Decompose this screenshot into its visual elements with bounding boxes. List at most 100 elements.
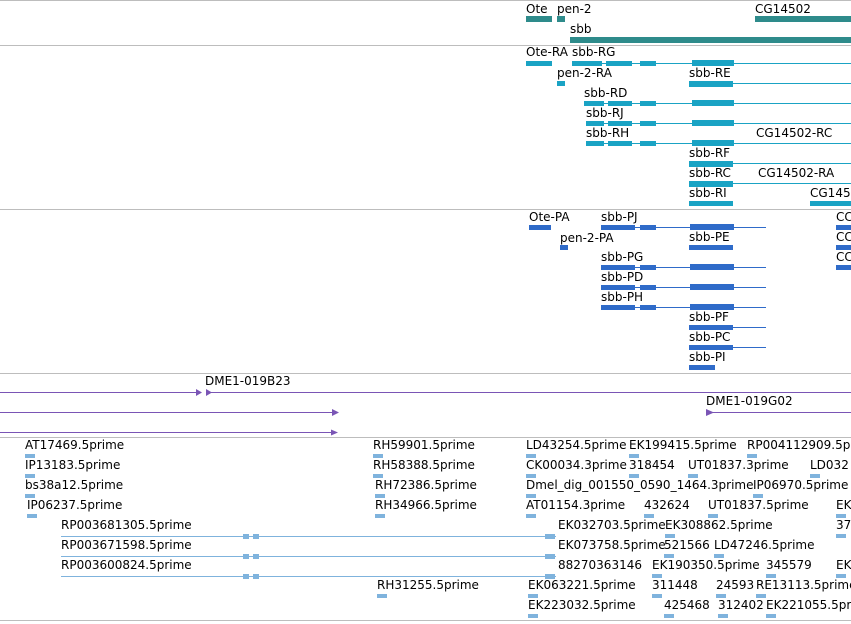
transcript-feature[interactable]	[689, 201, 733, 206]
protein-feature[interactable]	[836, 265, 851, 270]
est-label: 311448	[652, 578, 698, 592]
est-feature[interactable]	[766, 574, 776, 578]
protein-feature[interactable]	[689, 365, 715, 370]
est-label: 425468	[664, 598, 710, 612]
transcript-label: sbb-RJ	[586, 106, 624, 120]
est-label: 345579	[766, 558, 812, 572]
est-feature[interactable]	[810, 474, 820, 478]
transcript-feature[interactable]	[586, 140, 851, 146]
gene-label: pen-2	[557, 2, 592, 16]
est-feature[interactable]	[718, 614, 728, 618]
est-feature[interactable]	[756, 594, 766, 598]
transcript-label: Ote-RA	[526, 45, 569, 59]
est-feature[interactable]	[766, 614, 776, 618]
transcript-feature[interactable]	[689, 181, 851, 187]
est-feature[interactable]	[25, 454, 35, 458]
protein-feature[interactable]	[689, 245, 733, 250]
transcript-track: Ote-RA sbb-RG pen-2-RA sbb-RE sbb-RD sbb…	[526, 45, 851, 206]
est-feature[interactable]	[753, 494, 763, 498]
protein-feature[interactable]	[601, 304, 766, 310]
est-feature[interactable]	[526, 454, 536, 458]
est-feature[interactable]	[708, 514, 718, 518]
transcript-feature[interactable]	[689, 161, 851, 167]
est-feature[interactable]	[664, 554, 674, 558]
est-label: 312402	[718, 598, 764, 612]
protein-feature[interactable]	[529, 225, 551, 230]
est-feature[interactable]	[375, 514, 385, 518]
transcript-feature[interactable]	[810, 201, 851, 206]
est-label: 432624	[644, 498, 690, 512]
protein-feature[interactable]	[689, 325, 766, 330]
protein-feature[interactable]	[689, 345, 766, 350]
est-label: 24593	[716, 578, 754, 592]
est-feature[interactable]	[836, 534, 846, 538]
est-feature[interactable]	[836, 574, 846, 578]
clone-feature[interactable]	[706, 409, 851, 416]
est-feature[interactable]	[664, 614, 674, 618]
est-feature[interactable]	[61, 534, 556, 539]
clone-label: DME1-019G02	[706, 394, 793, 408]
protein-track: Ote-PA sbb-PJ pen-2-PA sbb-PE sbb-PG sbb…	[529, 210, 851, 370]
protein-feature[interactable]	[836, 225, 851, 230]
est-feature[interactable]	[688, 474, 698, 478]
est-feature[interactable]	[836, 514, 846, 518]
protein-feature[interactable]	[601, 224, 766, 230]
est-feature[interactable]	[652, 594, 662, 598]
transcript-feature[interactable]	[689, 81, 851, 87]
protein-feature[interactable]	[601, 264, 766, 270]
clone-feature[interactable]	[0, 389, 851, 396]
est-feature[interactable]	[373, 474, 383, 478]
transcript-label: sbb-RD	[584, 86, 627, 100]
est-feature[interactable]	[377, 594, 387, 598]
gene-feature-pen-2[interactable]	[557, 16, 565, 22]
transcript-feature[interactable]	[572, 60, 851, 66]
transcript-feature[interactable]	[526, 61, 552, 66]
transcript-label: CG14502-RC	[756, 126, 832, 140]
est-feature[interactable]	[526, 514, 536, 518]
est-label: RH34966.5prime	[375, 498, 477, 512]
est-label: UT01837.5prime	[708, 498, 809, 512]
gene-label: Ote	[526, 2, 548, 16]
est-feature[interactable]	[644, 514, 654, 518]
clone-feature[interactable]	[0, 409, 339, 416]
protein-feature[interactable]	[560, 245, 568, 250]
est-feature[interactable]	[528, 614, 538, 618]
est-feature[interactable]	[629, 454, 639, 458]
protein-label: sbb-PC	[689, 330, 730, 344]
est-feature[interactable]	[27, 514, 37, 518]
est-feature[interactable]	[652, 574, 662, 578]
est-label: EK	[836, 558, 851, 572]
est-feature[interactable]	[526, 474, 536, 478]
est-feature[interactable]	[25, 494, 35, 498]
protein-feature[interactable]	[836, 245, 851, 250]
est-label: LD43254.5prime	[526, 438, 627, 452]
gene-feature-sbb[interactable]	[570, 37, 851, 43]
gene-feature-ote[interactable]	[526, 16, 552, 22]
est-feature[interactable]	[25, 474, 35, 478]
est-label: EK073758.5prime	[558, 538, 666, 552]
est-label: RH31255.5prime	[377, 578, 479, 592]
transcript-feature[interactable]	[557, 81, 565, 86]
est-label: bs38a12.5prime	[25, 478, 123, 492]
est-feature[interactable]	[665, 534, 675, 538]
transcript-feature[interactable]	[584, 100, 851, 106]
est-feature[interactable]	[747, 454, 757, 458]
est-feature[interactable]	[526, 494, 536, 498]
transcript-feature[interactable]	[586, 120, 851, 126]
est-feature[interactable]	[714, 554, 724, 558]
est-label: RH59901.5prime	[373, 438, 475, 452]
est-feature[interactable]	[61, 574, 556, 579]
gene-feature-cg14502[interactable]	[755, 16, 851, 22]
est-track: AT17469.5prime IP13183.5prime bs38a12.5p…	[25, 438, 851, 618]
est-feature[interactable]	[716, 594, 726, 598]
protein-feature[interactable]	[601, 284, 766, 290]
est-feature[interactable]	[375, 494, 385, 498]
est-feature[interactable]	[629, 474, 639, 478]
clone-feature[interactable]	[0, 429, 338, 436]
transcript-label: pen-2-RA	[557, 66, 613, 80]
est-feature[interactable]	[61, 554, 556, 559]
est-feature[interactable]	[373, 454, 383, 458]
est-feature[interactable]	[528, 594, 538, 598]
